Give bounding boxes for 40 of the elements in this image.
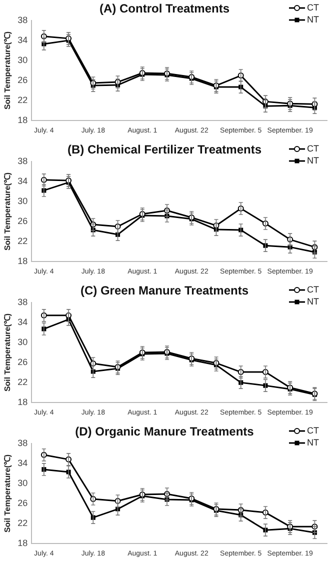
y-tick-label: 34 [18,316,28,327]
legend-label: CT [307,2,320,12]
chart-title: (D) Organic Manure Treatments [75,424,254,439]
y-axis-title: Soil Temperature(℃) [3,313,12,392]
y-tick-label: 26 [18,498,28,508]
y-tick-label: 30 [18,196,28,206]
y-tick-label: 26 [18,216,28,226]
y-tick-label: 18 [18,256,28,266]
chart-title: (C) Green Manure Treatments [80,284,249,298]
legend-label: CT [307,425,320,436]
y-tick-label: 18 [18,397,28,408]
y-tick-label: 26 [18,75,28,86]
y-axis-title: Soil Temperature(℃) [3,454,12,533]
legend-label: NT [307,14,320,24]
y-tick-label: 30 [18,54,28,65]
y-tick-label: 38 [18,296,28,307]
y-axis-title: Soil Temperature(℃) [3,31,12,110]
y-tick-label: 22 [18,236,28,246]
y-axis-title: Soil Temperature(℃) [3,172,12,251]
y-tick-label: 30 [18,478,28,488]
y-tick-label: 38 [18,438,28,448]
chart-title: (B) Chemical Fertilizer Treatments [67,142,262,157]
y-tick-label: 34 [18,34,28,45]
y-tick-label: 38 [18,156,28,166]
y-tick-label: 22 [18,377,28,388]
legend-label: NT [307,296,320,306]
y-tick-label: 30 [18,336,28,347]
chart-title: (A) Control Treatments [99,2,230,16]
legend-label: CT [307,284,320,294]
y-tick-label: 18 [18,115,28,126]
y-tick-label: 22 [18,518,28,528]
y-tick-label: 18 [18,538,28,548]
y-tick-label: 34 [18,176,28,186]
y-tick-label: 26 [18,357,28,368]
y-tick-label: 34 [18,458,28,468]
legend-label: NT [307,155,320,166]
y-tick-label: 22 [18,95,28,106]
y-tick-label: 38 [18,14,28,25]
legend-label: CT [307,143,320,154]
legend-label: NT [307,437,320,448]
